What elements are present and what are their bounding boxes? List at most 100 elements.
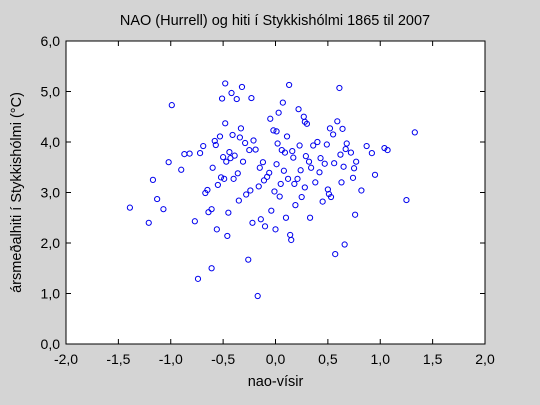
- data-point: [316, 169, 323, 176]
- data-point: [273, 128, 280, 135]
- data-point: [334, 118, 341, 125]
- data-point: [281, 149, 289, 156]
- data-point: [310, 142, 317, 149]
- data-point: [209, 164, 216, 171]
- data-point: [302, 153, 309, 160]
- data-point: [337, 151, 344, 158]
- data-point: [252, 146, 259, 153]
- data-point: [218, 95, 226, 102]
- data-point: [358, 187, 365, 194]
- data-point: [336, 84, 343, 92]
- data-point: [242, 139, 249, 147]
- data-point: [222, 120, 229, 127]
- data-point: [323, 141, 330, 148]
- data-point: [260, 177, 268, 184]
- data-point: [208, 206, 215, 213]
- y-axis: 0,0 1,0 2,0 3,0 4,0 5,0 6,0: [41, 33, 485, 352]
- data-point: [340, 163, 347, 170]
- data-point: [290, 154, 297, 161]
- data-point: [194, 275, 202, 282]
- data-point: [274, 140, 281, 147]
- data-point: [411, 129, 418, 136]
- data-point: [247, 187, 254, 194]
- x-axis: -2,0 -1,5 -1,0 -0,5 0,0 0,5 1,0 1,5 2,0: [54, 41, 495, 367]
- data-point: [352, 211, 359, 218]
- data-point: [353, 158, 360, 165]
- data-point: [305, 158, 313, 165]
- data-point: [270, 127, 277, 134]
- data-point: [271, 188, 278, 195]
- data-point: [280, 167, 287, 174]
- data-point: [245, 256, 252, 263]
- data-point: [321, 160, 328, 167]
- data-point: [317, 155, 324, 162]
- data-point: [224, 232, 231, 240]
- data-point: [368, 150, 375, 157]
- data-point: [217, 174, 225, 181]
- data-point: [211, 137, 218, 145]
- data-point: [231, 152, 238, 159]
- data-point: [308, 164, 315, 171]
- data-point: [327, 193, 335, 201]
- data-point: [283, 133, 291, 140]
- data-point: [272, 226, 279, 233]
- data-point: [295, 106, 302, 113]
- data-point: [250, 137, 257, 144]
- y-tick-label: 4,0: [41, 134, 61, 150]
- data-point: [312, 179, 319, 186]
- data-point: [214, 181, 221, 189]
- data-point: [249, 219, 256, 226]
- x-tick-label: 2,0: [475, 351, 495, 367]
- data-point: [226, 149, 233, 156]
- data-point: [288, 236, 295, 244]
- data-point: [294, 175, 301, 182]
- data-point: [234, 170, 241, 177]
- x-tick-label: 0,5: [318, 351, 338, 367]
- x-axis-label: nao-vísir: [248, 374, 304, 390]
- y-tick-label: 1,0: [41, 286, 61, 302]
- data-point: [301, 184, 308, 191]
- y-tick-label: 0,0: [41, 336, 61, 352]
- data-point: [230, 175, 237, 182]
- data-point: [350, 165, 358, 172]
- x-tick-label: 1,0: [371, 351, 391, 367]
- data-point: [186, 150, 193, 157]
- data-point: [296, 142, 303, 149]
- data-point: [282, 214, 290, 221]
- y-axis-label: ársmeðalhiti í Stykkishólmi (°C): [9, 92, 25, 293]
- data-point: [233, 95, 240, 103]
- data-point: [306, 214, 314, 221]
- data-point: [149, 176, 157, 183]
- data-point: [243, 191, 250, 198]
- data-point: [257, 216, 264, 223]
- data-point: [303, 120, 311, 127]
- data-point: [349, 174, 357, 181]
- x-tick-label: -1,0: [159, 351, 183, 367]
- data-point: [314, 138, 321, 146]
- data-point: [145, 219, 152, 226]
- data-point: [200, 142, 207, 150]
- data-point: [326, 125, 334, 132]
- data-point: [266, 169, 273, 176]
- data-point: [222, 80, 229, 87]
- data-point: [341, 241, 348, 248]
- plot-area: [65, 40, 486, 345]
- y-tick-label: 2,0: [41, 235, 61, 251]
- data-point: [286, 81, 293, 89]
- data-point: [254, 292, 261, 300]
- data-points: [126, 80, 418, 300]
- data-point: [208, 265, 215, 272]
- data-point: [154, 195, 161, 203]
- chart-title: NAO (Hurrell) og hiti í Stykkishólmi 186…: [120, 13, 430, 29]
- data-point: [126, 204, 133, 211]
- data-point: [384, 146, 391, 154]
- data-point: [256, 164, 263, 171]
- data-point: [228, 89, 235, 97]
- data-point: [213, 226, 220, 233]
- data-point: [165, 159, 172, 166]
- data-point: [237, 125, 245, 132]
- data-point: [297, 167, 304, 174]
- data-point: [276, 193, 283, 200]
